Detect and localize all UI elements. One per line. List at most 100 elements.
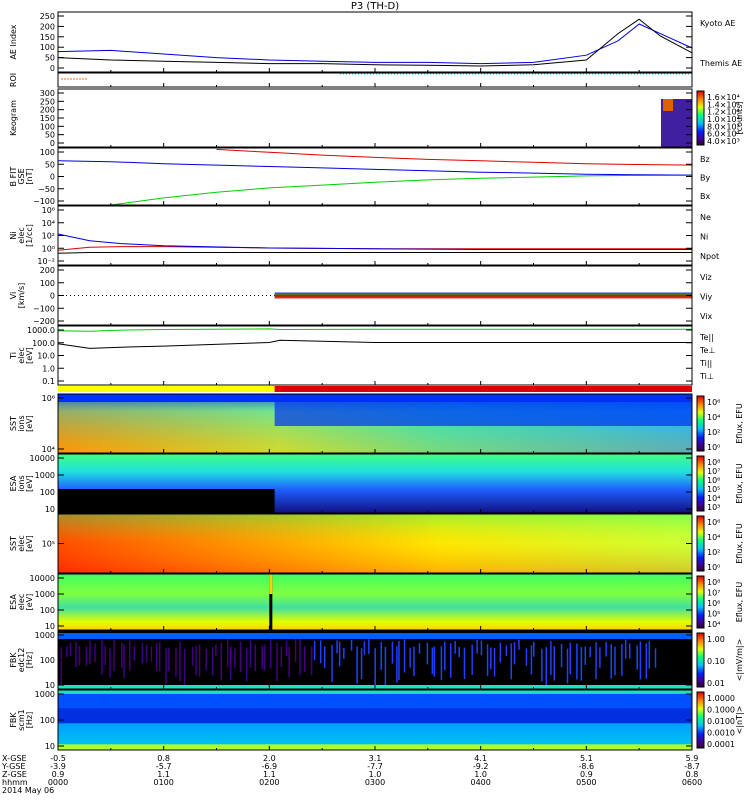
spectrogram-stripe <box>531 645 533 674</box>
spectrogram-stripe <box>351 640 353 651</box>
spectrogram-stripe <box>640 642 642 680</box>
y-axis-label: [eV] <box>25 475 34 492</box>
spectrogram-stripe <box>324 646 326 668</box>
y-tick-label: 10⁵ <box>42 540 55 549</box>
spectrogram-stripe <box>212 647 214 676</box>
panel-velocity: 2001000−100−200Vi [km/s]VizViyVix <box>9 266 713 326</box>
panel-keogram: 300250200150100500Keogram1.6×10⁴1.4×10⁴1… <box>9 89 744 148</box>
spectrogram-stripe <box>89 641 91 664</box>
spectrogram-stripe <box>629 644 631 659</box>
colorbar <box>697 576 704 628</box>
colorbar-tick-label: 10⁶ <box>707 518 720 527</box>
spectrogram-stripe <box>413 647 415 676</box>
spectrogram <box>58 574 692 630</box>
colorbar-tick-label: 10⁴ <box>707 620 720 629</box>
spectrogram-stripe <box>264 645 266 671</box>
spectrogram-stripe <box>476 640 478 654</box>
spectrogram-stripe <box>518 640 520 650</box>
spectrogram-stripe <box>589 647 591 658</box>
spectrogram-stripe <box>75 642 77 667</box>
spectrogram-stripe <box>240 641 242 672</box>
spectrogram <box>58 690 692 750</box>
y-axis-label: [Hz] <box>25 712 34 728</box>
colorbar-tick-label: 1.0000 <box>707 694 735 703</box>
panel-esa-elec: 10000 1000 100 10 ESA elec [eV] 10⁸ 10⁷10⁶ 10⁵10⁴… <box>9 574 744 631</box>
y-tick-label: 0 <box>50 173 55 182</box>
spectrogram-stripe <box>576 643 578 679</box>
legend-vix: Vix <box>700 312 713 321</box>
panel-sst-elec: 10⁵SST elec [eV]10⁶10⁴10²10⁰Eflux, EFU <box>9 514 744 573</box>
y-axis-label: [eV] <box>25 347 34 364</box>
summary-plot: P3 (TH-D) 250200150100500AE IndexKyoto A… <box>0 0 750 800</box>
panel-bfield: 100500−50−100B FIT GSE [nT]BzByBx <box>9 148 710 206</box>
mode-bar-fast <box>275 386 692 392</box>
y-axis-label: AE Index <box>9 24 18 59</box>
y-tick-label: 0 <box>50 292 55 301</box>
y-axis-label: [eV] <box>25 594 34 611</box>
colorbar <box>697 692 704 748</box>
colorbar-label: Eflux, EFU <box>735 463 744 504</box>
spectrogram-stripe <box>581 647 583 681</box>
y-tick-label: 10 <box>45 681 55 690</box>
y-tick-label: 10² <box>42 232 55 241</box>
spectrogram-gap-top <box>269 574 272 594</box>
y-axis-label: Keogram <box>9 100 18 136</box>
spectrogram-stripe <box>409 648 411 668</box>
spectrogram-stripe <box>364 641 366 654</box>
colorbar-tick-label: 10⁶ <box>707 599 720 608</box>
legend-by: By <box>700 174 710 183</box>
colorbar-tick-label: 10⁵ <box>707 610 720 619</box>
spectrogram-stripe <box>419 643 421 653</box>
spectrogram-top <box>58 633 692 639</box>
y-tick-label: 10⁰ <box>42 244 55 253</box>
y-tick-label: 1000 <box>35 690 55 699</box>
spectrogram-stripe <box>156 643 158 672</box>
y-axis-label: [Hz] <box>25 652 34 668</box>
spectrogram-stripe <box>142 643 144 663</box>
y-tick-label: 1000.0 <box>27 326 55 335</box>
spectrogram-stripe <box>655 648 657 667</box>
y-tick-label: 10.0 <box>37 352 55 361</box>
spectrogram-stripe <box>567 649 569 684</box>
y-tick-label: −50 <box>38 185 55 194</box>
spectrogram-stripe <box>396 646 398 682</box>
x-tick-hhmm: 0000 <box>48 778 68 787</box>
y-tick-label: 1.0 <box>42 364 55 373</box>
legend-viy: Viy <box>700 293 713 302</box>
spectrogram-stripe <box>545 647 547 685</box>
y-tick-label: 0 <box>50 64 55 73</box>
spectrogram-stripe <box>276 643 278 681</box>
series-bz <box>217 149 693 165</box>
spectrogram-stripe <box>368 639 370 654</box>
y-tick-label: 10000 <box>30 454 55 463</box>
spectrogram-stripe <box>599 647 601 668</box>
y-tick-label: 200 <box>40 22 55 31</box>
spectrogram-stripe <box>70 642 72 656</box>
colorbar-label: Eflux, EFU <box>735 403 744 444</box>
panel-frame <box>58 89 692 147</box>
series-te <box>58 329 692 331</box>
spectrogram-stripe <box>101 640 103 675</box>
spectrogram-stripe <box>129 640 131 670</box>
panel-roi: ROI <box>9 73 692 87</box>
y-tick-label: 10⁴ <box>42 445 55 454</box>
panel-ae: 250200150100500AE IndexKyoto AEThemis AE <box>9 12 742 73</box>
spectrogram-stripe <box>481 641 483 656</box>
spectrogram-stripe <box>595 642 597 679</box>
spectrogram-stripe <box>374 648 376 688</box>
y-tick-label: −200 <box>33 317 55 326</box>
spectrogram-stripe <box>304 646 306 672</box>
spectrogram-stripe <box>487 644 489 675</box>
spectrogram-stripe <box>610 644 612 678</box>
x-tick-hhmm: 0500 <box>576 778 596 787</box>
series-npot <box>58 234 692 250</box>
panel-temperature: 1000.0100.010.01.00.1Ti elec [eV]Te||Te⊥Ti… <box>9 326 715 386</box>
spectrogram-stripe <box>227 640 229 668</box>
colorbar-tick-label: 10² <box>707 428 720 437</box>
spectrogram-stripe <box>500 643 502 663</box>
series-ni <box>58 253 692 254</box>
spectrogram-stripe <box>221 643 223 681</box>
y-tick-label: 0.1 <box>42 377 55 386</box>
spectrogram-stripe <box>320 640 322 663</box>
legend-ni: Ni <box>700 233 708 242</box>
